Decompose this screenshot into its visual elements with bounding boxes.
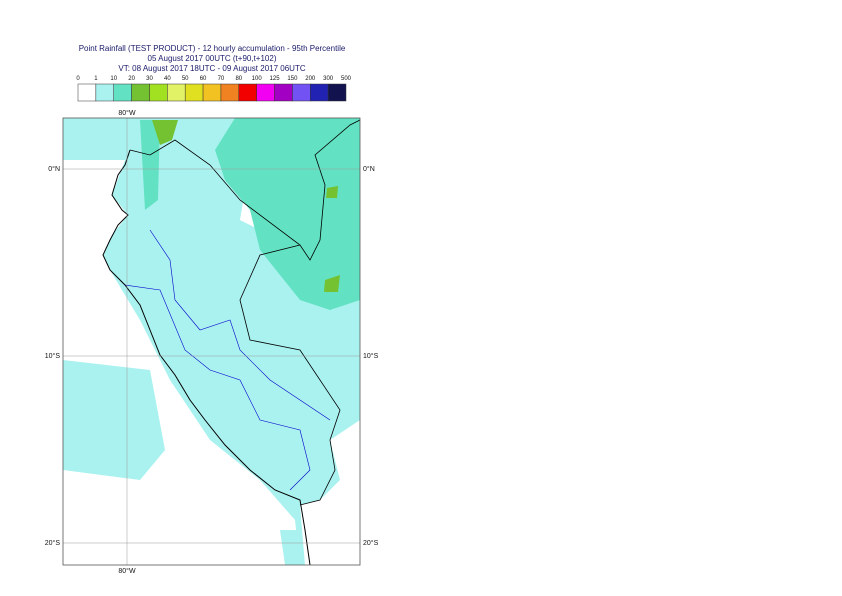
legend: 0 1 10 20 30 40 50 60 70 80 100 125 150 200 300 500 — [76, 76, 352, 102]
legend-swatch — [77, 83, 97, 102]
rain-area — [152, 120, 178, 145]
legend-label: 100 — [252, 76, 263, 82]
title-line: VT: 08 August 2017 18UTC - 09 August 201… — [118, 64, 305, 73]
legend-label: 80 — [235, 76, 242, 82]
title-line: Point Rainfall (TEST PRODUCT) - 12 hourl… — [79, 44, 346, 53]
lat-label: 20°S — [45, 539, 61, 547]
legend-swatch — [274, 83, 293, 102]
legend-label: 1 — [94, 76, 98, 82]
lat-label: 0°N — [363, 165, 375, 173]
border — [149, 229, 331, 421]
legend-label: 10 — [110, 76, 117, 82]
legend-swatch — [113, 83, 132, 102]
rain-area — [326, 186, 338, 198]
rain-area — [280, 530, 300, 565]
legend-label: 20 — [128, 76, 135, 82]
legend-label: 60 — [200, 76, 207, 82]
rain-area — [63, 118, 360, 565]
legend-swatch — [184, 83, 204, 102]
legend-swatch — [310, 83, 329, 102]
rain-area — [63, 360, 165, 480]
legend-swatch — [95, 83, 114, 102]
legend-label: 300 — [323, 76, 334, 82]
lat-label: 0°N — [48, 165, 60, 173]
legend-swatch — [202, 83, 222, 102]
legend-swatch — [167, 83, 186, 102]
border — [129, 119, 361, 261]
legend-swatch — [149, 83, 168, 102]
legend-swatch — [327, 83, 347, 102]
legend-swatch — [220, 83, 240, 102]
legend-swatch — [292, 83, 311, 102]
legend-label: 70 — [218, 76, 225, 82]
legend-label: 150 — [287, 76, 298, 82]
title-line: 05 August 2017 00UTC (t+90,t+102) — [148, 54, 277, 63]
lat-label: 10°S — [45, 352, 61, 360]
legend-label: 500 — [341, 76, 352, 82]
legend-label: 50 — [182, 76, 189, 82]
legend-swatch — [131, 83, 150, 102]
legend-swatch — [256, 83, 275, 102]
lat-label: 20°S — [363, 539, 379, 547]
legend-label: 40 — [164, 76, 171, 82]
legend-label: 30 — [146, 76, 153, 82]
border — [124, 284, 311, 491]
map-frame — [62, 117, 361, 566]
lon-label: 80°W — [118, 567, 136, 575]
legend-swatch — [238, 83, 257, 102]
legend-label: 125 — [270, 76, 281, 82]
legend-label: 200 — [305, 76, 316, 82]
lon-label: 80°W — [118, 109, 136, 117]
legend-label: 0 — [76, 76, 80, 82]
rain-area — [140, 120, 160, 210]
map: 80°W 80°W 0°N 0°N 10°S 10°S 20°S 20°S — [45, 109, 379, 575]
border — [239, 244, 341, 506]
lat-label: 10°S — [363, 352, 379, 360]
rain-area — [215, 118, 360, 310]
rain-area — [324, 275, 340, 292]
coastline — [102, 149, 311, 566]
